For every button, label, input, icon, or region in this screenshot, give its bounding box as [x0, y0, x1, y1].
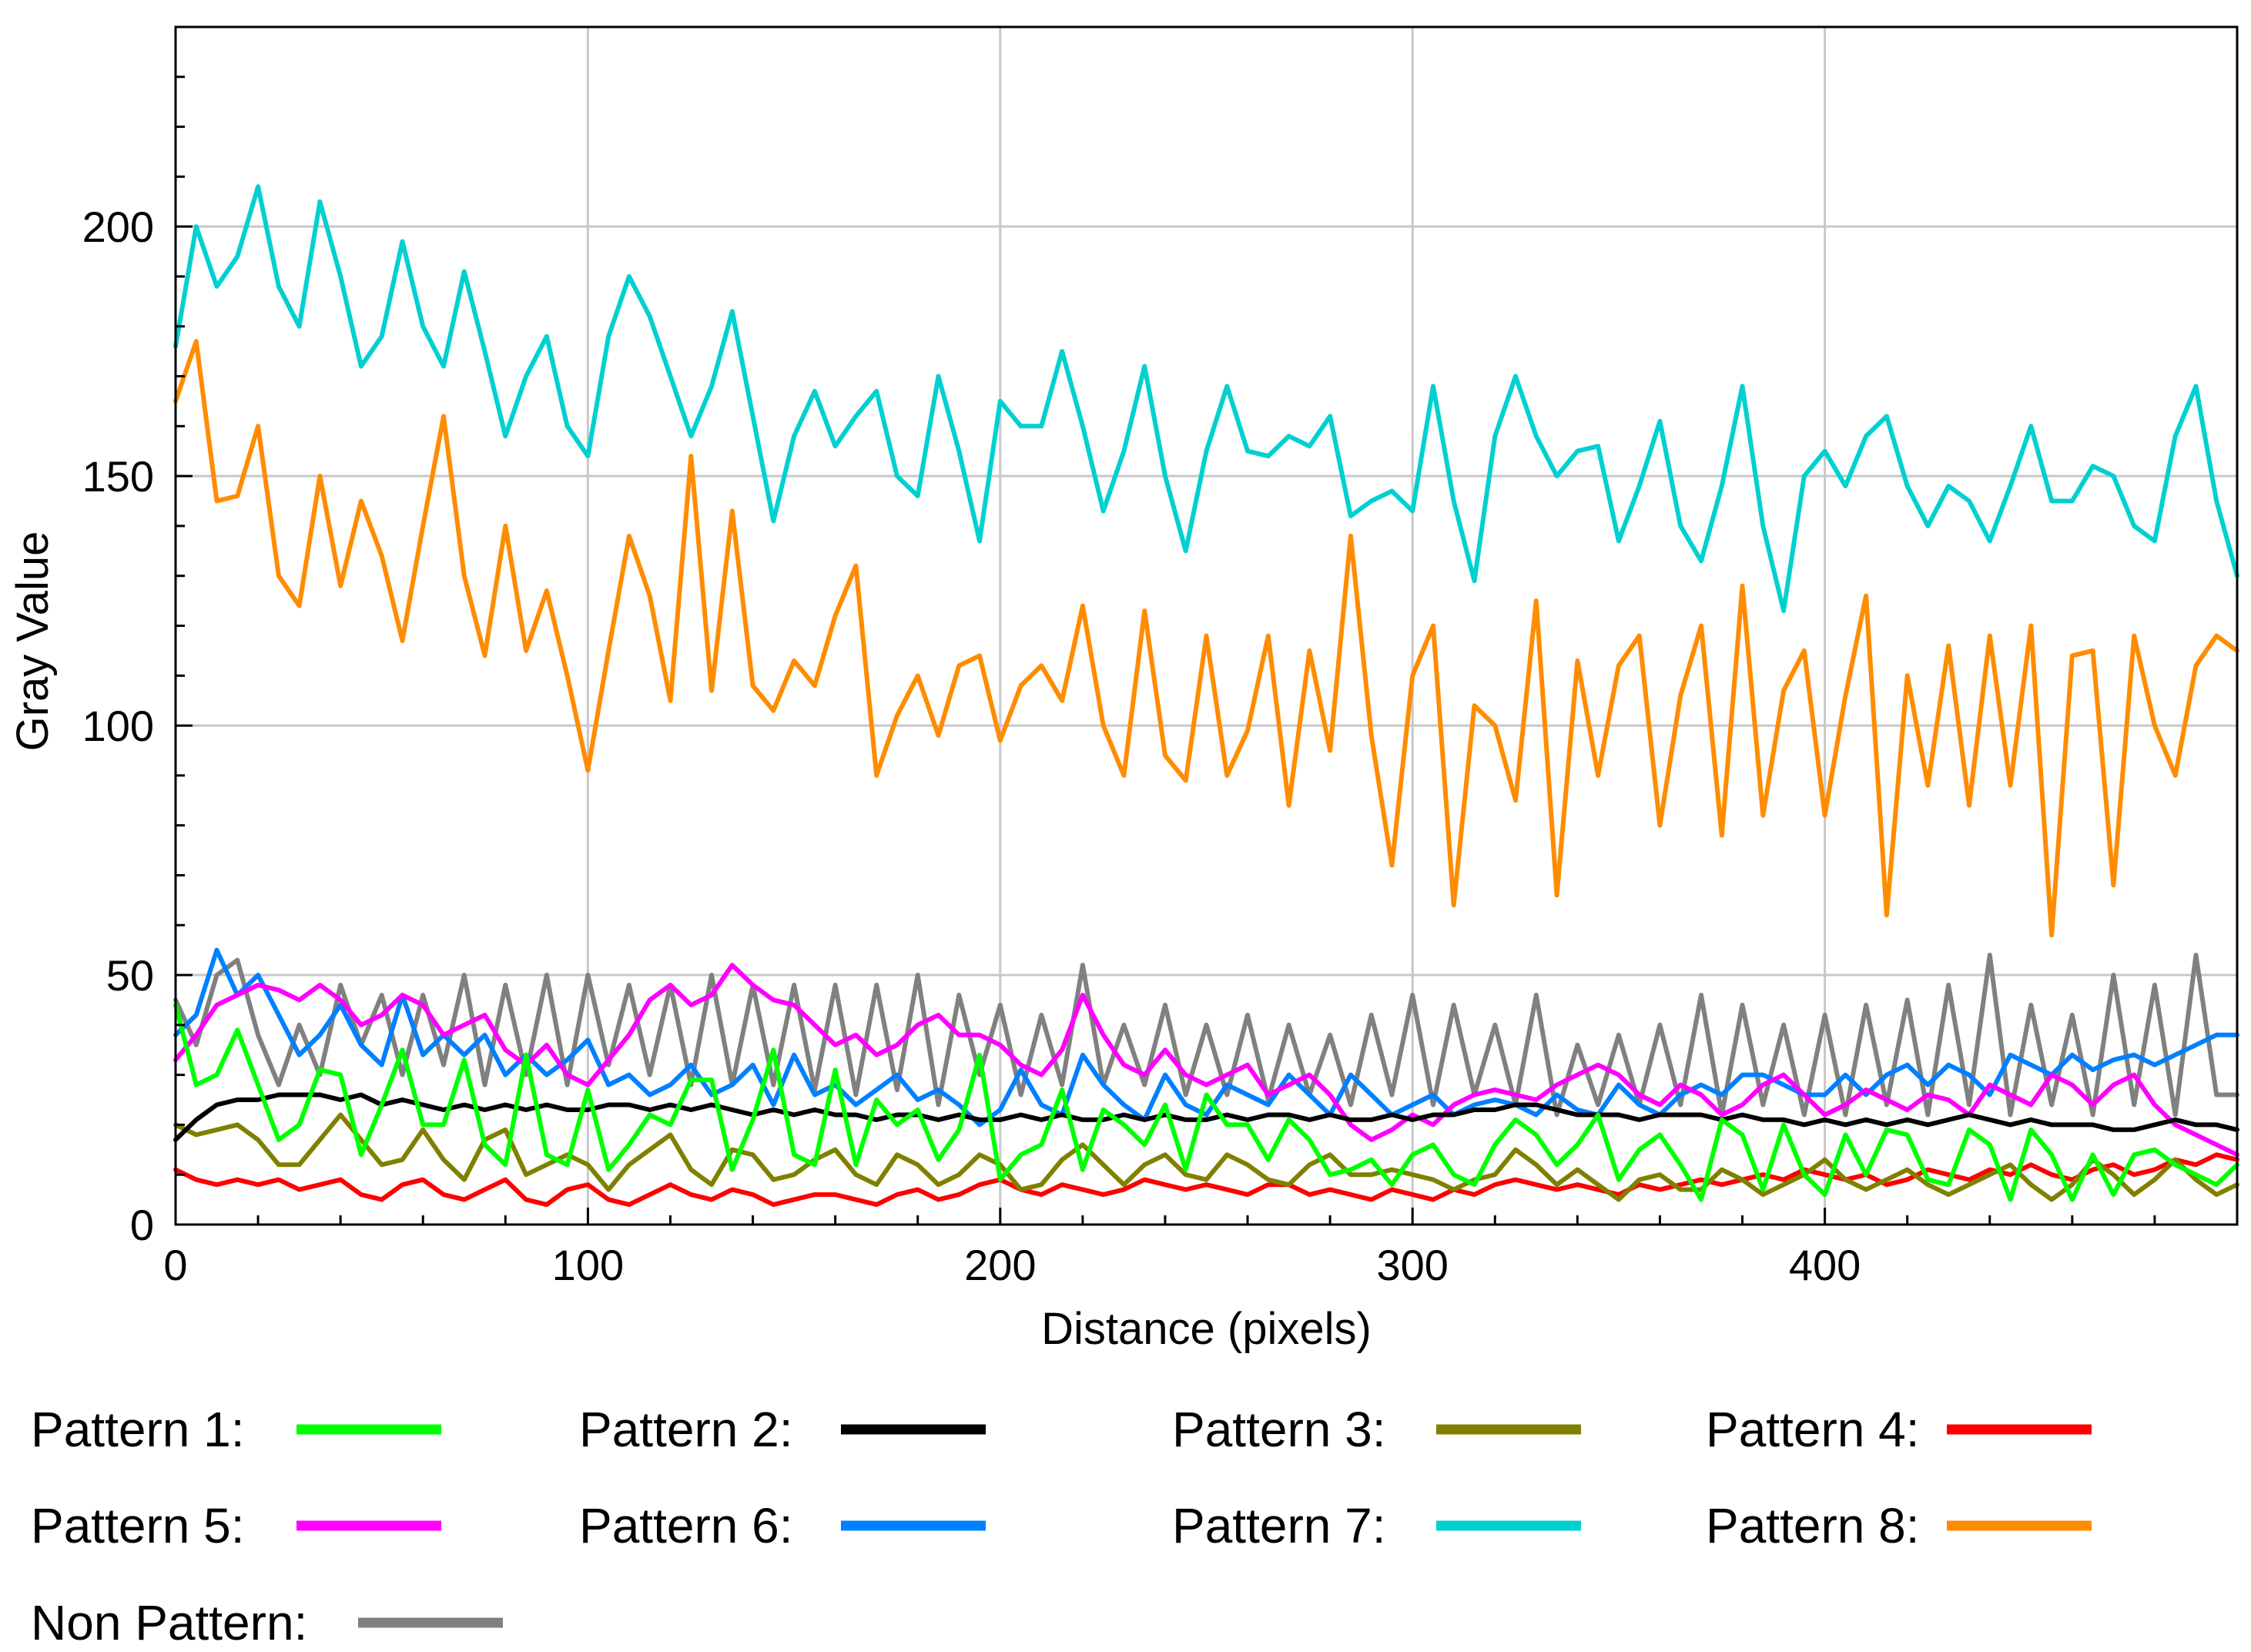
- legend-label-1: Pattern 1:: [31, 1402, 245, 1457]
- grid: [176, 27, 2237, 1225]
- series-line-4: [173, 1152, 2239, 1208]
- y-tick-label: 50: [106, 951, 154, 1000]
- legend-label-8: Pattern 8:: [1706, 1498, 1920, 1553]
- x-tick-label: 200: [964, 1241, 1036, 1289]
- x-tick-label: 400: [1789, 1241, 1861, 1289]
- x-tick-label: 100: [552, 1241, 624, 1289]
- series-line-7: [173, 184, 2239, 614]
- series-line-3: [173, 1112, 2239, 1202]
- x-tick-label: 300: [1376, 1241, 1448, 1289]
- legend: Pattern 1: Pattern 2: Pattern 3: Pattern 4:…: [31, 1402, 2092, 1650]
- legend-label-7: Pattern 7:: [1172, 1498, 1386, 1553]
- y-tick-label: 150: [82, 452, 154, 501]
- legend-label-4: Pattern 4:: [1706, 1402, 1920, 1457]
- x-axis-label: Distance (pixels): [1041, 1304, 1372, 1354]
- axis-ticks: [174, 25, 2239, 1226]
- y-axis-label: Gray Value: [8, 531, 58, 752]
- legend-label-3: Pattern 3:: [1172, 1402, 1386, 1457]
- legend-label-2: Pattern 2:: [579, 1402, 793, 1457]
- y-tick-label: 100: [82, 702, 154, 750]
- series-line-8: [173, 339, 2239, 938]
- x-tick-label: 0: [163, 1241, 187, 1289]
- legend-label-5: Pattern 5:: [31, 1498, 245, 1553]
- legend-label-6: Pattern 6:: [579, 1498, 793, 1553]
- y-tick-label: 200: [82, 203, 154, 251]
- series-line-2: [173, 1092, 2239, 1142]
- series-line-5: [173, 963, 2239, 1158]
- y-tick-label: 0: [130, 1201, 154, 1249]
- tick-labels: 0 100 200 300 400 0 50 100 150 200: [82, 203, 1861, 1289]
- series-line-1: [173, 1002, 2239, 1202]
- legend-label-9: Non Pattern:: [31, 1595, 307, 1650]
- series-lines: [173, 184, 2239, 1208]
